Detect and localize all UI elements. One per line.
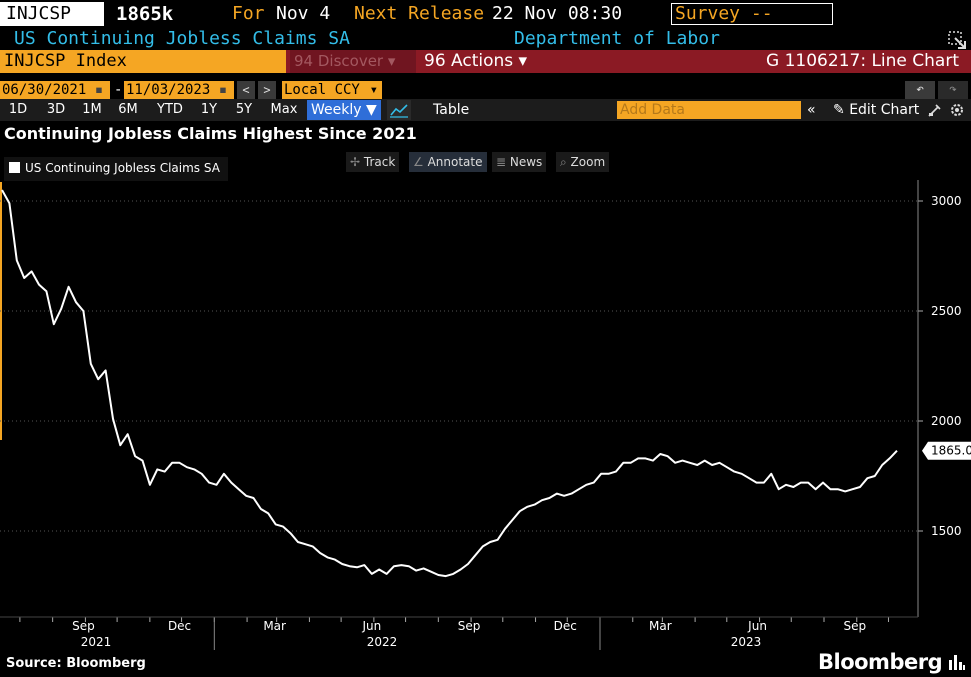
magnifier-icon: ⌕ (560, 155, 571, 169)
currency-value: Local CCY (284, 82, 360, 98)
security-name: US Continuing Jobless Claims SA (14, 28, 350, 49)
edit-chart-button[interactable]: ✎ Edit Chart (833, 99, 919, 121)
annotate-label: Annotate (427, 155, 483, 169)
last-value-label: 1865.0 (931, 444, 971, 458)
annotate-button[interactable]: ∠ Annotate (409, 152, 487, 172)
track-button[interactable]: ✢ Track (346, 152, 400, 172)
zoom-button[interactable]: ⌕ Zoom (556, 152, 610, 172)
x-tick-label: Sep (72, 619, 95, 633)
chart-id: G 1106217: Line Chart (766, 51, 959, 71)
x-tick-label: Sep (458, 619, 481, 633)
actions-icon: 96 (424, 51, 452, 71)
actions-button[interactable]: 96 Actions ▾ (420, 50, 536, 73)
discover-icon: 94 (294, 52, 318, 70)
chevron-down-icon: ▼ (361, 102, 377, 118)
next-period-button[interactable]: > (258, 81, 276, 99)
news-icon: ≣ (496, 155, 510, 169)
legend-entry: US Continuing Jobless Claims SA (25, 161, 220, 175)
prev-period-button[interactable]: < (237, 81, 255, 99)
range-button-3d[interactable]: 3D (46, 102, 66, 117)
x-tick-label: Dec (168, 619, 191, 633)
discover-button[interactable]: 94 Discover ▾ (290, 50, 416, 73)
popout-icon[interactable] (947, 30, 967, 50)
frequency-select[interactable]: Weekly ▼ (307, 100, 381, 120)
x-tick-label: Dec (554, 619, 577, 633)
discover-label: Discover (317, 52, 384, 70)
start-date-value: 06/30/2021 (2, 82, 87, 98)
y-tick-label: 1500 (931, 524, 962, 538)
bloomberg-bars-icon (949, 655, 965, 670)
start-date-input[interactable]: 06/30/2021 ▪ (0, 81, 110, 99)
chart-title: Continuing Jobless Claims Highest Since … (4, 124, 417, 143)
gear-icon[interactable] (948, 101, 966, 119)
range-button-6m[interactable]: 6M (118, 102, 138, 117)
last-value: 1865k (116, 3, 174, 25)
brand-logo: Bloomberg (818, 650, 943, 674)
survey-field[interactable]: Survey -- (671, 3, 833, 25)
track-label: Track (363, 155, 396, 169)
end-date-value: 11/03/2023 (126, 82, 211, 98)
calendar-icon[interactable]: ▪ (210, 82, 228, 98)
x-year-label: 2023 (731, 635, 762, 649)
chevron-down-icon: ▾ (369, 82, 378, 98)
range-button-max[interactable]: Max (270, 102, 298, 117)
last-value-tag (922, 441, 971, 460)
pencil-icon: ∠ (413, 155, 428, 169)
news-label: News (509, 155, 543, 169)
range-button-5y[interactable]: 5Y (235, 102, 253, 117)
x-tick-label: Sep (843, 619, 866, 633)
calendar-icon[interactable]: ▪ (86, 82, 104, 98)
source-footnote: Source: Bloomberg (6, 656, 146, 671)
x-tick-label: Mar (263, 619, 286, 633)
table-button[interactable]: Table (433, 102, 470, 118)
legend-swatch (9, 162, 20, 173)
edit-chart-label: Edit Chart (849, 102, 920, 118)
source-agency: Department of Labor (514, 28, 720, 49)
next-release-value: 22 Nov 08:30 (492, 3, 623, 24)
pencil-icon: ✎ (833, 102, 850, 118)
x-tick-label: Mar (649, 619, 672, 633)
y-tick-label: 3000 (931, 194, 962, 208)
range-button-ytd[interactable]: YTD (157, 102, 183, 117)
add-data-input[interactable]: Add Data (617, 101, 801, 119)
edit-settings-icon[interactable] (926, 101, 944, 119)
news-button[interactable]: ≣ News (492, 152, 547, 172)
range-button-1m[interactable]: 1M (82, 102, 102, 117)
range-button-1y[interactable]: 1Y (200, 102, 218, 117)
index-field[interactable]: INJCSP Index (0, 50, 286, 73)
for-label: For (232, 3, 265, 24)
crosshair-icon: ✢ (350, 155, 364, 169)
frequency-value: Weekly (311, 102, 362, 118)
redo-button[interactable]: ↷ (938, 81, 968, 99)
series-line-continuing-claims[interactable] (1, 189, 898, 578)
ticker-field[interactable]: INJCSP (0, 2, 104, 26)
y-tick-label: 2500 (931, 304, 962, 318)
range-button-1d[interactable]: 1D (8, 102, 28, 117)
y-tick-label: 2000 (931, 414, 962, 428)
for-value: Nov 4 (276, 3, 331, 24)
undo-button[interactable]: ↶ (905, 81, 935, 99)
collapse-icon[interactable]: « (807, 102, 816, 118)
chevron-down-icon: ▾ (383, 52, 396, 70)
legend (4, 157, 228, 181)
actions-label: Actions (451, 51, 514, 71)
zoom-label: Zoom (570, 155, 606, 169)
line-chart-icon[interactable] (387, 100, 411, 120)
x-year-label: 2022 (367, 635, 398, 649)
range-toolbar (0, 99, 971, 121)
x-year-label: 2021 (81, 635, 112, 649)
next-release-label: Next Release (354, 3, 485, 24)
currency-select[interactable]: Local CCY ▾ (282, 81, 382, 99)
line-chart[interactable]: 1500 2000 2500 3000 Sep Dec Mar Jun Sep Dec Mar Jun… (0, 178, 971, 650)
chevron-down-icon: ▾ (513, 51, 528, 71)
x-tick-label: Jun (747, 619, 767, 633)
x-tick-label: Jun (361, 619, 381, 633)
date-separator: - (114, 82, 123, 98)
end-date-input[interactable]: 11/03/2023 ▪ (124, 81, 234, 99)
